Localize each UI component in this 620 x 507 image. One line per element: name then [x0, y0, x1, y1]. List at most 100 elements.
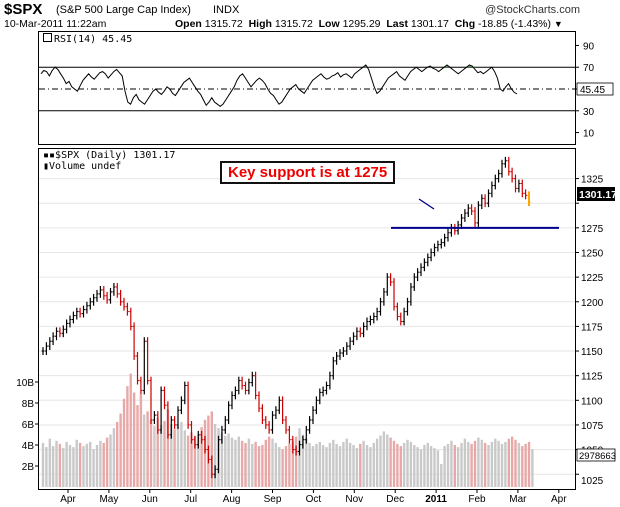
volume-bar — [271, 438, 274, 487]
last-value: 1301.17 — [410, 18, 449, 30]
volume-bar — [338, 446, 342, 487]
price-tick-label: 1075 — [581, 421, 604, 432]
volume-bar — [109, 434, 112, 487]
volume-bar — [122, 398, 126, 487]
volume-bar — [82, 446, 85, 487]
volume-bar — [176, 426, 180, 487]
volume-last-tag: 2978663 — [576, 448, 616, 462]
price-tick-label: 1250 — [581, 248, 604, 259]
volume-bar — [288, 443, 291, 487]
volume-bar — [467, 441, 470, 487]
volume-legend-text: Volume undef — [49, 161, 122, 172]
volume-bar — [504, 441, 507, 487]
volume-bar — [450, 440, 453, 487]
volume-bar — [446, 443, 450, 487]
volume-bar — [335, 443, 338, 487]
volume-tick-label: 4B — [22, 441, 35, 452]
volume-bar — [163, 420, 166, 487]
high-label: High — [248, 18, 272, 30]
volume-bar — [402, 442, 406, 487]
volume-bar — [139, 394, 143, 487]
volume-bar — [315, 443, 318, 487]
volume-bar — [119, 413, 122, 487]
volume-bar — [240, 440, 244, 487]
low-label: Low — [318, 18, 340, 30]
volume-bar — [95, 445, 99, 487]
x-tick-label: Mar — [509, 494, 527, 505]
volume-bar — [409, 441, 413, 487]
chg-value: -18.85 (-1.43%) — [478, 18, 551, 30]
rsi-legend-text: RSI(14) 45.45 — [54, 34, 133, 45]
volume-bar — [257, 446, 261, 487]
volume-bar — [281, 449, 284, 487]
volume-bar — [274, 442, 278, 487]
volume-tick-label: 2B — [22, 462, 35, 473]
volume-bar — [166, 409, 170, 487]
volume-bar — [227, 433, 230, 487]
volume-bar — [48, 438, 51, 487]
volume-bar — [416, 447, 419, 487]
volume-bar — [213, 424, 217, 487]
legend-line-icon: ▪▪ — [43, 150, 56, 161]
volume-bar — [237, 436, 240, 487]
volume-bar — [72, 447, 75, 487]
price-legend-text: $SPX (Daily) 1301.17 — [55, 150, 176, 161]
open-label: Open — [175, 18, 202, 30]
rsi-tick-label: 90 — [583, 41, 595, 52]
volume-bar — [494, 438, 497, 487]
x-tick-label: Feb — [468, 494, 486, 505]
volume-bar — [153, 426, 156, 487]
volume-bar — [426, 442, 429, 487]
x-tick-label: 2011 — [425, 494, 447, 505]
volume-bar — [497, 440, 500, 487]
volume-bar — [156, 417, 159, 487]
volume-bar — [510, 436, 514, 487]
volume-bar — [359, 443, 362, 487]
volume-bar — [490, 441, 494, 487]
volume-bar — [230, 437, 234, 487]
volume-bar — [456, 447, 460, 487]
volume-bar — [413, 445, 416, 487]
symbol: $SPX — [4, 1, 43, 18]
low-value: 1295.29 — [342, 18, 381, 30]
volume-bar — [99, 440, 102, 487]
volume-bar — [126, 386, 129, 487]
volume-bar — [305, 438, 308, 487]
volume-bar — [480, 439, 483, 488]
volume-bar — [68, 445, 72, 487]
volume-bar — [129, 373, 132, 487]
volume-bar — [278, 447, 281, 487]
x-tick-label: May — [99, 494, 118, 505]
quote-line: Open 1315.72 High 1315.72 Low 1295.29 La… — [175, 18, 563, 30]
rsi-line — [40, 64, 518, 108]
price-tick-label: 1175 — [581, 322, 603, 333]
high-value: 1315.72 — [274, 18, 313, 30]
volume-bar — [284, 446, 288, 487]
price-panel: 1050107511001125115011751200122512501275… — [16, 148, 617, 490]
rsi-panel: 9070503010 45.45 RSI(14) 45.45 — [38, 31, 614, 145]
volume-bar — [365, 445, 369, 487]
volume-bar — [85, 443, 89, 487]
volume-bar — [267, 436, 271, 487]
volume-bar — [234, 439, 237, 488]
volume-bar — [197, 434, 200, 487]
price-tick-label: 1100 — [581, 396, 603, 407]
volume-bar — [116, 421, 119, 487]
x-tick-label: Apr — [551, 494, 567, 505]
volume-bar — [389, 437, 392, 487]
volume-bar — [396, 443, 399, 487]
volume-bar — [62, 448, 65, 487]
volume-bar — [399, 446, 402, 487]
x-tick-label: Sep — [264, 494, 282, 505]
volume-bar — [251, 443, 254, 487]
volume-bar — [473, 440, 477, 487]
chg-label: Chg — [454, 18, 476, 30]
brand-logo: @StockCharts.com — [485, 4, 580, 16]
legend-swatch-icon — [43, 33, 52, 42]
volume-bar — [453, 445, 456, 487]
volume-bar — [352, 445, 355, 487]
rsi-chart: 9070503010 45.45 — [39, 41, 614, 140]
volume-bar — [311, 446, 315, 487]
volume-bar — [362, 440, 365, 487]
rsi-legend: RSI(14) 45.45 — [43, 33, 132, 45]
